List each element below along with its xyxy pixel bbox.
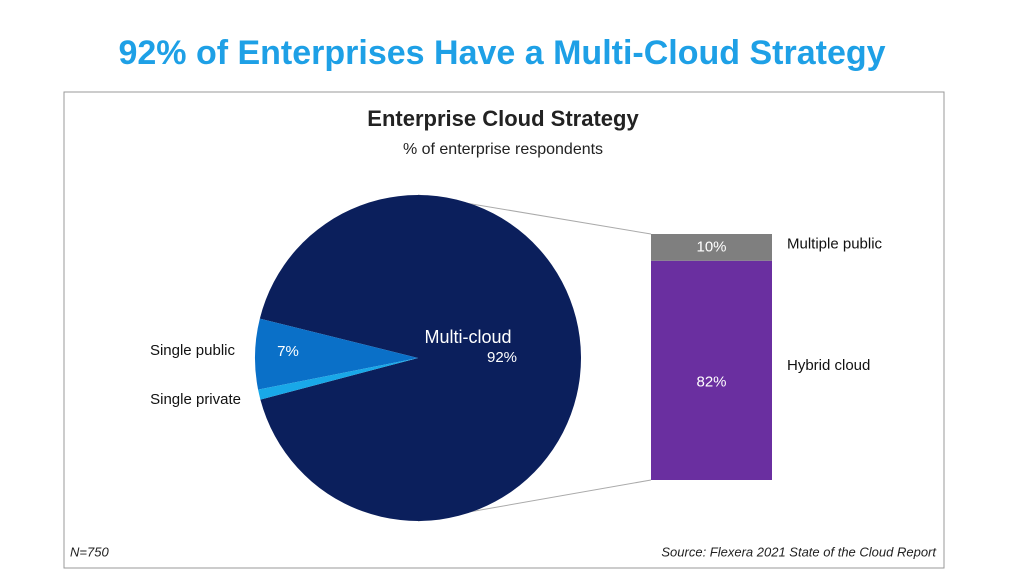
value-label: 7% (277, 343, 299, 360)
pie-slice (255, 318, 418, 390)
page-title: 92% of Enterprises Have a Multi-Cloud St… (118, 34, 885, 72)
chart-frame (63, 91, 945, 569)
value-label: 82% (696, 373, 726, 390)
slice-label: Single private (150, 391, 241, 408)
bar-label: Multiple public (787, 235, 883, 252)
chart-title: Enterprise Cloud Strategy (367, 106, 639, 131)
footnote: N=750 (70, 544, 109, 559)
value-label: 10% (696, 238, 726, 255)
bar-segment (651, 260, 772, 480)
slice-label: Multi-cloud (424, 327, 511, 347)
bar-segment (651, 234, 772, 261)
pie-slice (258, 358, 418, 400)
source: Source: Flexera 2021 State of the Cloud … (661, 544, 937, 559)
value-label: 92% (487, 349, 517, 366)
chart-subtitle: % of enterprise respondents (403, 141, 603, 158)
slice-label: Single public (150, 342, 236, 359)
pie-slice (259, 195, 581, 522)
bar-label: Hybrid cloud (787, 357, 870, 374)
